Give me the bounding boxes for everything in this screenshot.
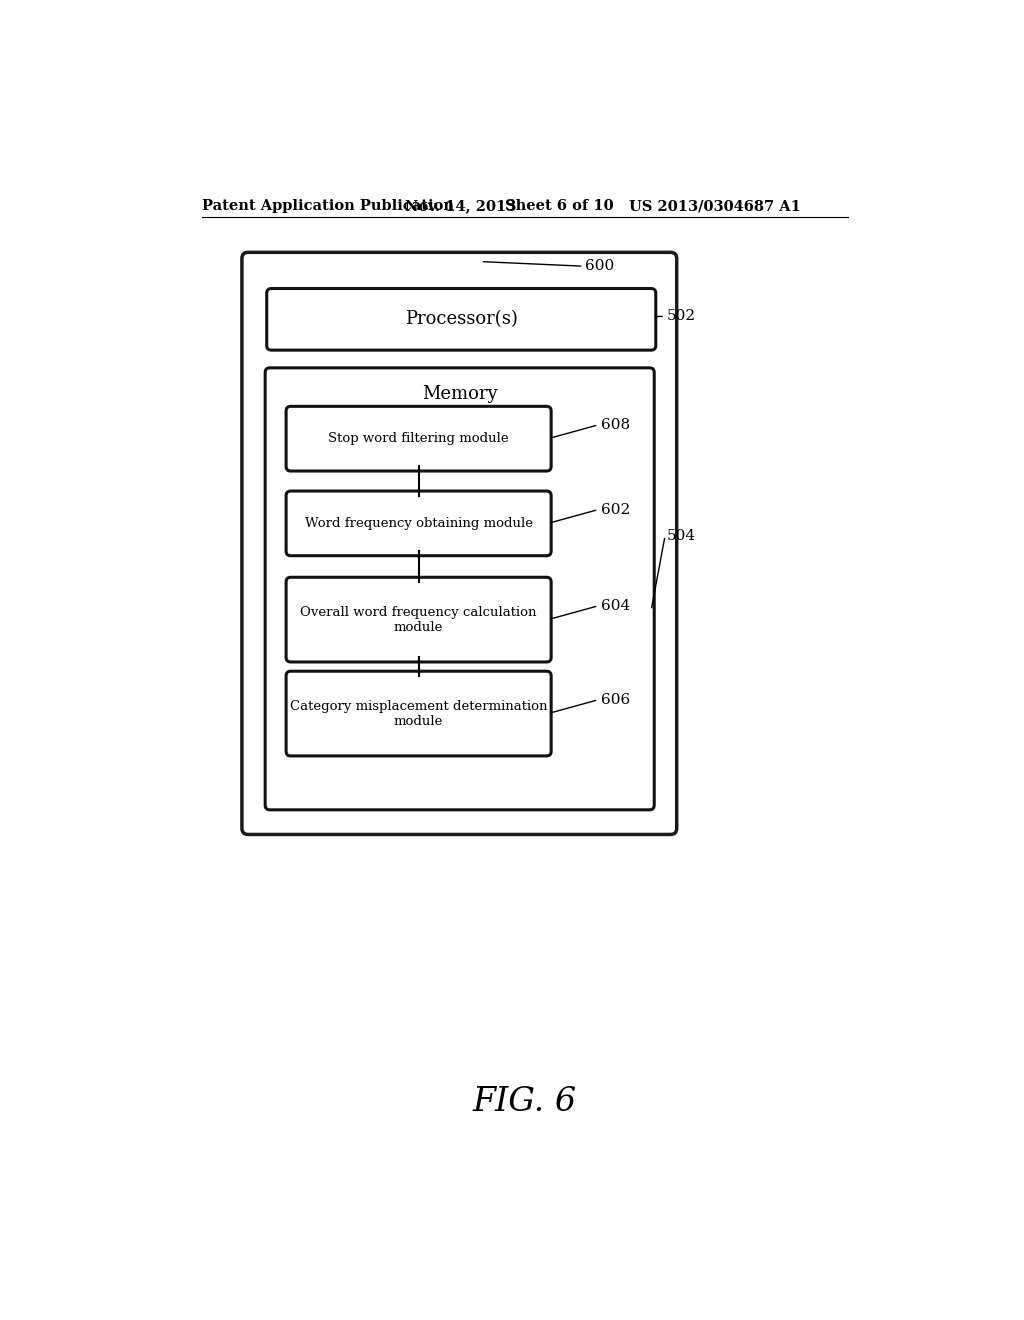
Text: 504: 504 bbox=[667, 529, 695, 543]
FancyBboxPatch shape bbox=[286, 491, 551, 556]
Text: Processor(s): Processor(s) bbox=[404, 310, 518, 329]
FancyBboxPatch shape bbox=[286, 671, 551, 756]
Text: Overall word frequency calculation
module: Overall word frequency calculation modul… bbox=[300, 606, 537, 634]
Text: FIG. 6: FIG. 6 bbox=[473, 1085, 577, 1118]
Text: 604: 604 bbox=[601, 599, 630, 612]
Text: 608: 608 bbox=[601, 418, 630, 432]
Text: 606: 606 bbox=[601, 693, 630, 706]
Text: 502: 502 bbox=[667, 309, 695, 323]
Text: Patent Application Publication: Patent Application Publication bbox=[202, 199, 454, 213]
FancyBboxPatch shape bbox=[286, 407, 551, 471]
FancyBboxPatch shape bbox=[266, 289, 655, 350]
Text: Stop word filtering module: Stop word filtering module bbox=[329, 432, 509, 445]
Text: Sheet 6 of 10: Sheet 6 of 10 bbox=[506, 199, 614, 213]
Text: 600: 600 bbox=[586, 259, 614, 273]
Text: Memory: Memory bbox=[422, 385, 498, 403]
FancyBboxPatch shape bbox=[242, 252, 677, 834]
Text: 602: 602 bbox=[601, 503, 630, 516]
Text: Category misplacement determination
module: Category misplacement determination modu… bbox=[290, 700, 548, 727]
Text: Word frequency obtaining module: Word frequency obtaining module bbox=[304, 517, 532, 529]
FancyBboxPatch shape bbox=[286, 577, 551, 663]
Text: US 2013/0304687 A1: US 2013/0304687 A1 bbox=[630, 199, 802, 213]
FancyBboxPatch shape bbox=[265, 368, 654, 810]
Text: Nov. 14, 2013: Nov. 14, 2013 bbox=[406, 199, 517, 213]
